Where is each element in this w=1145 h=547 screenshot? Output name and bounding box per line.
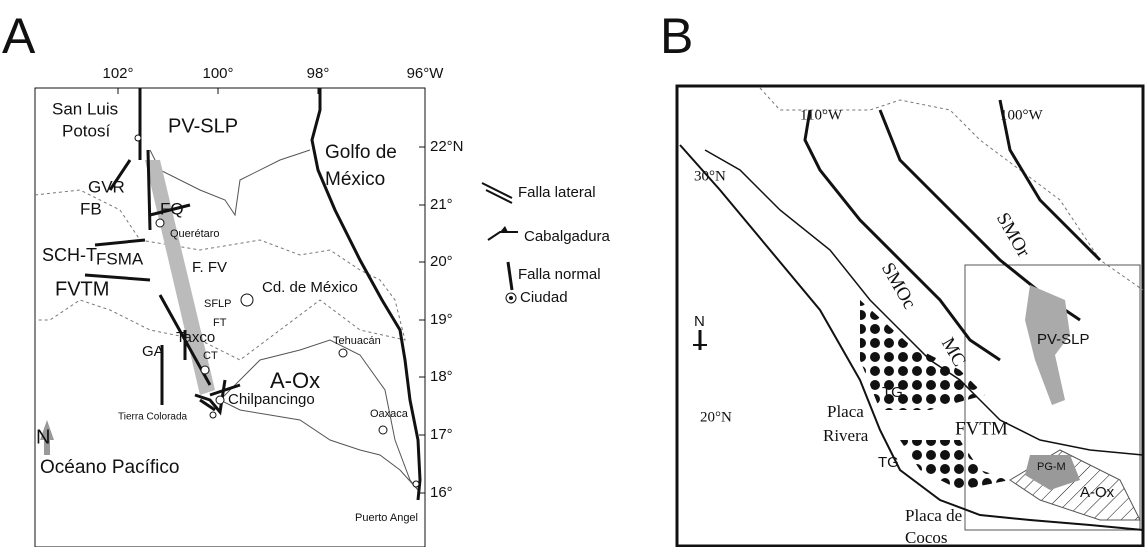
region-label: SMOc xyxy=(877,259,920,312)
place-label: SFLP xyxy=(204,298,232,310)
smoc-boundary xyxy=(805,110,1000,360)
lat-label: 18° xyxy=(430,368,453,385)
place-label: Tierra Colorada xyxy=(118,412,188,423)
lat-label: 22°N xyxy=(430,138,464,155)
place-label: F. FV xyxy=(192,259,227,276)
region-label: TG xyxy=(878,454,899,471)
place-label: A-Ox xyxy=(270,368,320,393)
legend: Falla lateral Cabalgadura Falla normal C… xyxy=(482,183,611,306)
lon-label: 98° xyxy=(307,65,330,82)
north-label: N xyxy=(36,426,50,448)
region-label: Rivera xyxy=(823,426,869,445)
north-label: N xyxy=(694,313,705,330)
legend-label: Cabalgadura xyxy=(524,228,611,245)
region-label: A-Ox xyxy=(1080,484,1115,501)
lon-label: 100° xyxy=(202,65,233,82)
panel-b: B 110°W 100°W 30°N 20°N SMOr SMOc MC PV-… xyxy=(660,8,1143,547)
region-label: PG-M xyxy=(1037,461,1066,473)
figure: A 102° 100° 98° 96°W 22°N 21° 20° 19° 18… xyxy=(0,0,1145,547)
place-label: FB xyxy=(80,199,102,218)
panel-a: A 102° 100° 98° 96°W 22°N 21° 20° 19° 18… xyxy=(2,8,464,547)
place-label: PV-SLP xyxy=(168,115,238,137)
region-label: FVTM xyxy=(955,418,1008,439)
lat-label: 20° xyxy=(430,253,453,270)
region-label: TG xyxy=(882,384,903,401)
place-label: Oaxaca xyxy=(370,408,409,420)
place-label: CT xyxy=(203,350,218,362)
place-label: Golfo de xyxy=(325,142,397,163)
lon-label: 96°W xyxy=(407,65,445,82)
lat-label: 17° xyxy=(430,426,453,443)
place-label: Chilpancingo xyxy=(228,391,315,408)
lon-label: 100°W xyxy=(1000,107,1043,123)
panel-label: A xyxy=(2,8,36,64)
region-label: Placa xyxy=(827,402,864,421)
place-label: Taxco xyxy=(176,329,215,346)
fault xyxy=(95,240,145,245)
lat-label: 21° xyxy=(430,196,453,213)
legend-label: Falla normal xyxy=(518,266,601,283)
place-label: Cd. de México xyxy=(262,279,358,296)
lon-label: 102° xyxy=(102,65,133,82)
place-label: GA xyxy=(142,343,164,360)
place-label: Potosí xyxy=(62,121,110,140)
legend-label: Ciudad xyxy=(520,289,568,306)
place-label: México xyxy=(325,169,385,190)
place-label: San Luis xyxy=(52,99,118,118)
region-label: Placa de xyxy=(905,506,962,525)
lat-label: 20°N xyxy=(700,409,732,425)
place-label: FSMA xyxy=(96,249,144,268)
region-label: Cocos xyxy=(905,528,948,547)
lon-label: 110°W xyxy=(800,107,843,123)
place-label: Querétaro xyxy=(170,228,220,240)
fault xyxy=(148,150,150,230)
legend-label: Falla lateral xyxy=(518,184,596,201)
lat-label: 19° xyxy=(430,311,453,328)
place-label: FVTM xyxy=(55,278,109,300)
region-label: PV-SLP xyxy=(1037,331,1090,348)
place-label: FQ xyxy=(160,199,184,218)
place-label: GVR xyxy=(88,177,125,196)
lat-label: 16° xyxy=(430,484,453,501)
place-label: FT xyxy=(213,317,227,329)
lat-label: 30°N xyxy=(694,168,726,184)
place-label: SCH-T xyxy=(42,245,97,265)
place-label: Puerto Angel xyxy=(355,512,418,524)
region-label: SMOr xyxy=(992,209,1034,261)
place-label: Océano Pacífico xyxy=(40,457,179,478)
place-label: Tehuacán xyxy=(333,335,381,347)
panel-label: B xyxy=(660,8,693,64)
